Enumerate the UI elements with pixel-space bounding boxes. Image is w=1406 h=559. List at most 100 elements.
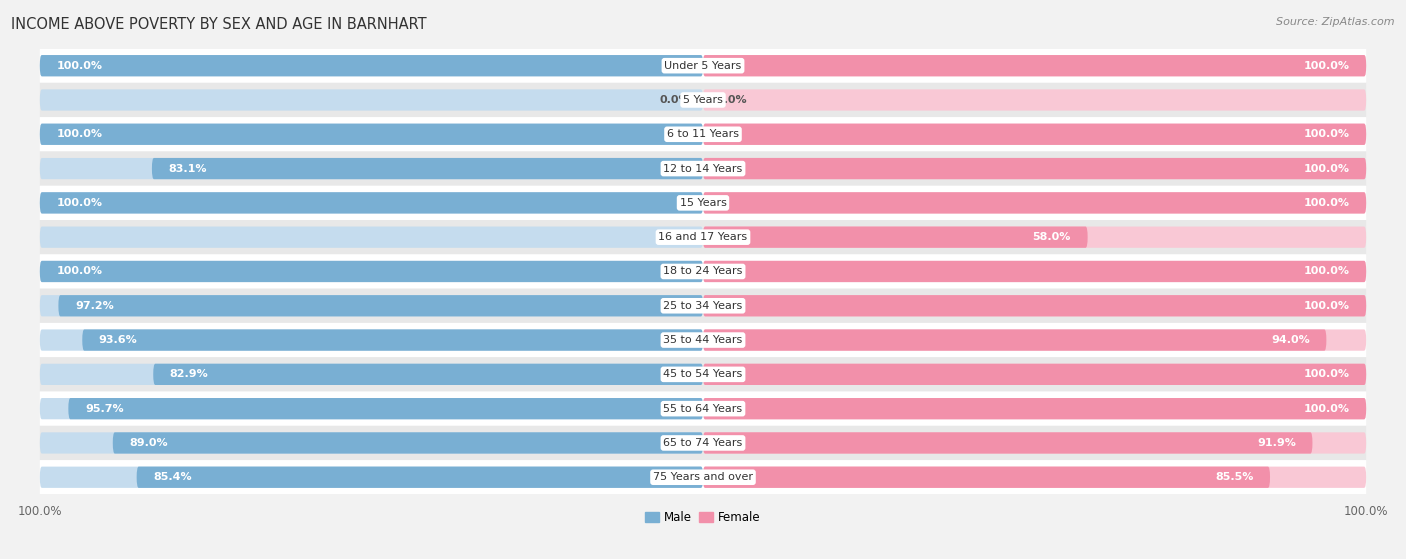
Text: 94.0%: 94.0%: [1271, 335, 1310, 345]
FancyBboxPatch shape: [703, 329, 1367, 350]
Text: Source: ZipAtlas.com: Source: ZipAtlas.com: [1277, 17, 1395, 27]
FancyBboxPatch shape: [703, 192, 1367, 214]
Text: 15 Years: 15 Years: [679, 198, 727, 208]
FancyBboxPatch shape: [703, 192, 1367, 214]
Text: 100.0%: 100.0%: [1303, 61, 1350, 70]
FancyBboxPatch shape: [703, 158, 1367, 179]
FancyBboxPatch shape: [39, 364, 703, 385]
FancyBboxPatch shape: [39, 220, 1367, 254]
Text: 0.0%: 0.0%: [659, 232, 690, 242]
FancyBboxPatch shape: [703, 226, 1088, 248]
FancyBboxPatch shape: [39, 89, 703, 111]
Text: 100.0%: 100.0%: [1303, 267, 1350, 277]
Text: 35 to 44 Years: 35 to 44 Years: [664, 335, 742, 345]
Text: 0.0%: 0.0%: [659, 95, 690, 105]
FancyBboxPatch shape: [39, 124, 703, 145]
FancyBboxPatch shape: [153, 364, 703, 385]
FancyBboxPatch shape: [703, 467, 1367, 488]
FancyBboxPatch shape: [39, 329, 703, 350]
FancyBboxPatch shape: [39, 261, 703, 282]
Text: 45 to 54 Years: 45 to 54 Years: [664, 369, 742, 380]
FancyBboxPatch shape: [152, 158, 703, 179]
Text: 75 Years and over: 75 Years and over: [652, 472, 754, 482]
FancyBboxPatch shape: [39, 460, 1367, 494]
Text: 58.0%: 58.0%: [1032, 232, 1071, 242]
FancyBboxPatch shape: [703, 295, 1367, 316]
Text: 18 to 24 Years: 18 to 24 Years: [664, 267, 742, 277]
FancyBboxPatch shape: [136, 467, 703, 488]
FancyBboxPatch shape: [39, 55, 703, 77]
Text: 12 to 14 Years: 12 to 14 Years: [664, 164, 742, 174]
Text: 5 Years: 5 Years: [683, 95, 723, 105]
FancyBboxPatch shape: [703, 158, 1367, 179]
Text: 65 to 74 Years: 65 to 74 Years: [664, 438, 742, 448]
Text: 85.5%: 85.5%: [1215, 472, 1253, 482]
FancyBboxPatch shape: [69, 398, 703, 419]
FancyBboxPatch shape: [703, 226, 1367, 248]
FancyBboxPatch shape: [703, 89, 1367, 111]
Text: INCOME ABOVE POVERTY BY SEX AND AGE IN BARNHART: INCOME ABOVE POVERTY BY SEX AND AGE IN B…: [11, 17, 427, 32]
FancyBboxPatch shape: [39, 295, 703, 316]
Text: 91.9%: 91.9%: [1257, 438, 1296, 448]
FancyBboxPatch shape: [39, 432, 703, 453]
FancyBboxPatch shape: [703, 329, 1326, 350]
FancyBboxPatch shape: [112, 432, 703, 453]
FancyBboxPatch shape: [703, 432, 1367, 453]
Text: 6 to 11 Years: 6 to 11 Years: [666, 129, 740, 139]
Text: 95.7%: 95.7%: [84, 404, 124, 414]
FancyBboxPatch shape: [703, 55, 1367, 77]
FancyBboxPatch shape: [39, 117, 1367, 151]
FancyBboxPatch shape: [39, 398, 703, 419]
FancyBboxPatch shape: [703, 261, 1367, 282]
Text: 100.0%: 100.0%: [56, 267, 103, 277]
Text: 100.0%: 100.0%: [1303, 404, 1350, 414]
Text: 100.0%: 100.0%: [1303, 129, 1350, 139]
Text: 89.0%: 89.0%: [129, 438, 167, 448]
Text: 93.6%: 93.6%: [98, 335, 138, 345]
FancyBboxPatch shape: [703, 398, 1367, 419]
FancyBboxPatch shape: [39, 323, 1367, 357]
FancyBboxPatch shape: [39, 186, 1367, 220]
Text: 16 and 17 Years: 16 and 17 Years: [658, 232, 748, 242]
FancyBboxPatch shape: [39, 124, 703, 145]
Legend: Male, Female: Male, Female: [641, 506, 765, 529]
FancyBboxPatch shape: [703, 467, 1270, 488]
FancyBboxPatch shape: [703, 432, 1312, 453]
Text: Under 5 Years: Under 5 Years: [665, 61, 741, 70]
Text: 100.0%: 100.0%: [56, 198, 103, 208]
Text: 100.0%: 100.0%: [56, 129, 103, 139]
Text: 83.1%: 83.1%: [169, 164, 207, 174]
FancyBboxPatch shape: [39, 158, 703, 179]
FancyBboxPatch shape: [39, 49, 1367, 83]
Text: 25 to 34 Years: 25 to 34 Years: [664, 301, 742, 311]
FancyBboxPatch shape: [703, 364, 1367, 385]
FancyBboxPatch shape: [39, 192, 703, 214]
Text: 82.9%: 82.9%: [170, 369, 208, 380]
Text: 100.0%: 100.0%: [1303, 198, 1350, 208]
FancyBboxPatch shape: [39, 426, 1367, 460]
FancyBboxPatch shape: [39, 288, 1367, 323]
FancyBboxPatch shape: [703, 124, 1367, 145]
FancyBboxPatch shape: [59, 295, 703, 316]
FancyBboxPatch shape: [39, 391, 1367, 426]
FancyBboxPatch shape: [39, 151, 1367, 186]
FancyBboxPatch shape: [39, 357, 1367, 391]
FancyBboxPatch shape: [703, 55, 1367, 77]
FancyBboxPatch shape: [39, 261, 703, 282]
Text: 0.0%: 0.0%: [716, 95, 747, 105]
FancyBboxPatch shape: [39, 226, 703, 248]
FancyBboxPatch shape: [703, 398, 1367, 419]
FancyBboxPatch shape: [703, 364, 1367, 385]
FancyBboxPatch shape: [39, 467, 703, 488]
FancyBboxPatch shape: [39, 192, 703, 214]
Text: 100.0%: 100.0%: [1303, 369, 1350, 380]
FancyBboxPatch shape: [39, 55, 703, 77]
Text: 55 to 64 Years: 55 to 64 Years: [664, 404, 742, 414]
FancyBboxPatch shape: [703, 124, 1367, 145]
Text: 100.0%: 100.0%: [1303, 164, 1350, 174]
FancyBboxPatch shape: [39, 254, 1367, 288]
Text: 85.4%: 85.4%: [153, 472, 191, 482]
FancyBboxPatch shape: [703, 261, 1367, 282]
FancyBboxPatch shape: [703, 295, 1367, 316]
FancyBboxPatch shape: [83, 329, 703, 350]
